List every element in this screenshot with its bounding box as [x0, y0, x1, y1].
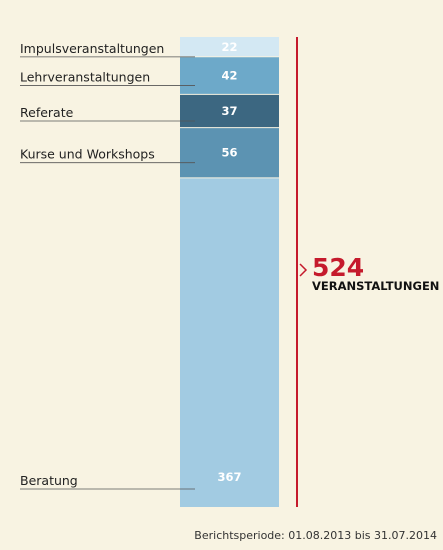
- value-label-0: 22: [221, 40, 237, 54]
- value-label-4: 367: [217, 470, 241, 484]
- value-label-2: 37: [221, 104, 237, 118]
- category-label-3: Kurse und Workshops: [20, 147, 155, 162]
- bar-segments: [180, 37, 279, 507]
- total-annotation: 524 VERANSTALTUNGEN: [296, 37, 439, 507]
- total-label: VERANSTALTUNGEN: [312, 279, 439, 293]
- total-value: 524: [312, 253, 364, 282]
- bar-segment-1: [180, 56, 279, 95]
- category-label-0: Impulsveranstaltungen: [20, 41, 164, 56]
- category-label-1: Lehrveranstaltungen: [20, 70, 150, 85]
- category-label-2: Referate: [20, 105, 74, 120]
- bar-segment-3: [180, 127, 279, 178]
- leader-lines: [20, 56, 195, 490]
- total-chevron: [299, 263, 308, 277]
- reporting-period-note: Berichtsperiode: 01.08.2013 bis 31.07.20…: [194, 529, 437, 542]
- value-labels: 22 42 37 56 367: [217, 40, 241, 484]
- value-label-1: 42: [221, 69, 237, 83]
- bar-segment-2: [180, 94, 279, 128]
- bar-segment-4: [180, 177, 279, 507]
- category-label-4: Beratung: [20, 473, 78, 488]
- category-labels: Impulsveranstaltungen Lehrveranstaltungen…: [20, 41, 164, 488]
- bar-segment-0: [180, 37, 279, 57]
- value-label-3: 56: [221, 146, 237, 160]
